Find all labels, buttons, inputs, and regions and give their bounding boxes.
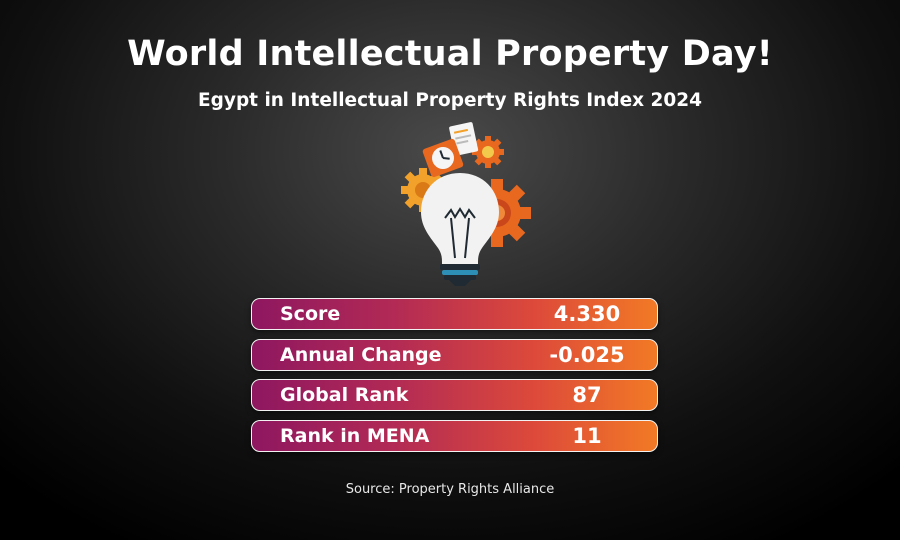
lightbulb-icon xyxy=(421,173,499,286)
clock-icon xyxy=(422,138,464,178)
stat-row-global-rank: Global Rank 87 xyxy=(251,379,658,411)
idea-illustration xyxy=(385,118,545,288)
stat-row-annual-change: Annual Change -0.025 xyxy=(251,338,658,371)
page-title: World Intellectual Property Day! xyxy=(127,34,773,74)
stat-value: 11 xyxy=(572,423,602,448)
source-note: Source: Property Rights Alliance xyxy=(345,482,555,497)
stat-label: Score xyxy=(280,303,341,325)
stat-row-rank-mena: Rank in MENA 11 xyxy=(251,419,658,452)
stat-row-score: Score 4.330 xyxy=(251,298,658,330)
stat-value: 4.330 xyxy=(553,302,621,326)
stat-label: Global Rank xyxy=(280,384,409,406)
stat-value: -0.025 xyxy=(549,342,625,367)
stat-label: Rank in MENA xyxy=(280,424,430,447)
stat-label: Annual Change xyxy=(280,343,442,366)
stats-list: Score 4.330 Annual Change -0.025 Global … xyxy=(251,298,658,460)
gear-icon xyxy=(472,136,504,168)
stat-value: 87 xyxy=(572,383,602,407)
page-subtitle: Egypt in Intellectual Property Rights In… xyxy=(198,90,702,111)
